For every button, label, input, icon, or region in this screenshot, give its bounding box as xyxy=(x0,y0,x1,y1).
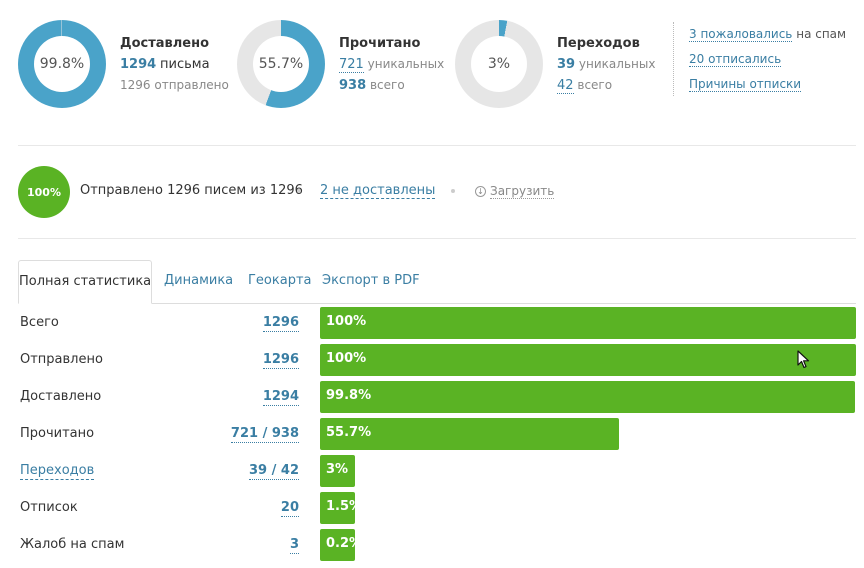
clicks-total-link[interactable]: 42 xyxy=(557,78,574,94)
row-bar: 100% xyxy=(320,307,856,339)
row-value-link[interactable]: 1296 xyxy=(262,315,299,332)
spam-complaints-link[interactable]: 3 пожаловались xyxy=(689,27,793,42)
sent-count-label: отправлено xyxy=(154,78,229,92)
bullet-separator xyxy=(297,189,301,193)
clicks-unique-label: уникальных xyxy=(578,57,656,71)
row-bar-label: 55.7% xyxy=(326,425,372,440)
row-value-link[interactable]: 20 xyxy=(280,500,299,517)
tab-dynamics[interactable]: Динамика xyxy=(164,273,234,288)
row-label: Отписок xyxy=(20,500,78,515)
table-row: Отписок 20 1.5% xyxy=(0,491,864,528)
row-label: Жалоб на спам xyxy=(20,537,125,552)
row-label: Прочитано xyxy=(20,426,95,441)
stats-tabs: Полная статистика Динамика Геокарта Эксп… xyxy=(18,260,856,304)
side-links: 3 пожаловались на спам 20 отписались При… xyxy=(689,22,846,97)
spam-complaints-suffix: на спам xyxy=(796,27,847,41)
delivered-count-label: письма xyxy=(160,57,210,72)
row-value-link[interactable]: 721 / 938 xyxy=(230,426,299,443)
row-bar: 99.8% xyxy=(320,381,855,413)
donut-delivered-percent: 99.8% xyxy=(34,36,90,92)
table-row: Жалоб на спам 3 0.2% xyxy=(0,528,864,565)
unsubscribe-reasons-link[interactable]: Причины отписки xyxy=(689,77,802,92)
donut-clicks-percent: 3% xyxy=(471,36,527,92)
not-delivered-link[interactable]: 2 не доставлены xyxy=(320,183,436,199)
tab-export-pdf[interactable]: Экспорт в PDF xyxy=(322,273,420,288)
table-row: Доставлено 1294 99.8% xyxy=(0,380,864,417)
row-label: Всего xyxy=(20,315,59,330)
row-bar-label: 3% xyxy=(326,462,349,477)
clicks-unique-link[interactable]: 39 xyxy=(557,57,576,72)
download-label: Загрузить xyxy=(490,184,555,199)
send-progress-circle: 100% xyxy=(18,166,70,218)
sent-count: 1296 xyxy=(120,78,151,92)
table-row: Прочитано 721 / 938 55.7% xyxy=(0,417,864,454)
stat-read-title: Прочитано xyxy=(339,36,421,51)
mouse-cursor-icon xyxy=(797,350,810,369)
row-bar: 0.2% xyxy=(320,529,362,561)
row-label-link[interactable]: Переходов xyxy=(20,463,95,480)
row-bar: 3% xyxy=(320,455,355,487)
download-icon: ↓ xyxy=(475,186,486,197)
table-row: Отправлено 1296 100% xyxy=(0,343,864,380)
row-bar: 55.7% xyxy=(320,418,619,450)
row-value-link[interactable]: 1296 xyxy=(262,352,299,369)
row-bar: 1.5% xyxy=(320,492,362,524)
divider xyxy=(18,238,856,239)
read-total-link[interactable]: 938 xyxy=(339,78,367,93)
row-value-link[interactable]: 1294 xyxy=(262,389,299,406)
divider xyxy=(18,145,856,146)
row-bar-label: 0.2% xyxy=(326,536,363,551)
vertical-divider xyxy=(673,22,674,96)
not-delivered-label: 2 не доставлены xyxy=(320,183,436,199)
read-unique-link[interactable]: 721 xyxy=(339,57,364,73)
read-unique-label: уникальных xyxy=(367,57,445,71)
bullet-separator xyxy=(451,189,455,193)
unsubscribed-link[interactable]: 20 отписались xyxy=(689,52,782,67)
table-row: Всего 1296 100% xyxy=(0,306,864,343)
row-bar-label: 100% xyxy=(326,351,367,366)
row-value-link[interactable]: 39 / 42 xyxy=(249,463,299,480)
row-label: Отправлено xyxy=(20,352,103,367)
stat-delivered-title: Доставлено xyxy=(120,36,210,51)
row-bar-label: 1.5% xyxy=(326,499,363,514)
tabs-baseline xyxy=(18,303,856,304)
donut-read-percent: 55.7% xyxy=(253,36,309,92)
row-bar-label: 99.8% xyxy=(326,388,372,403)
tab-geomap[interactable]: Геокарта xyxy=(248,273,312,288)
read-total-label: всего xyxy=(369,78,405,92)
row-label: Доставлено xyxy=(20,389,102,404)
delivered-count-link[interactable]: 1294 xyxy=(120,57,157,72)
row-value-link[interactable]: 3 xyxy=(289,537,299,554)
tab-full-stats[interactable]: Полная статистика xyxy=(18,260,152,304)
clicks-total-label: всего xyxy=(577,78,613,92)
stat-clicks-title: Переходов xyxy=(557,36,640,51)
table-row: Переходов 39 / 42 3% xyxy=(0,454,864,491)
download-button[interactable]: ↓ Загрузить xyxy=(475,184,555,199)
row-bar-label: 100% xyxy=(326,314,367,329)
row-bar: 100% xyxy=(320,344,856,376)
sent-summary: Отправлено 1296 писем из 1296 xyxy=(80,183,303,198)
